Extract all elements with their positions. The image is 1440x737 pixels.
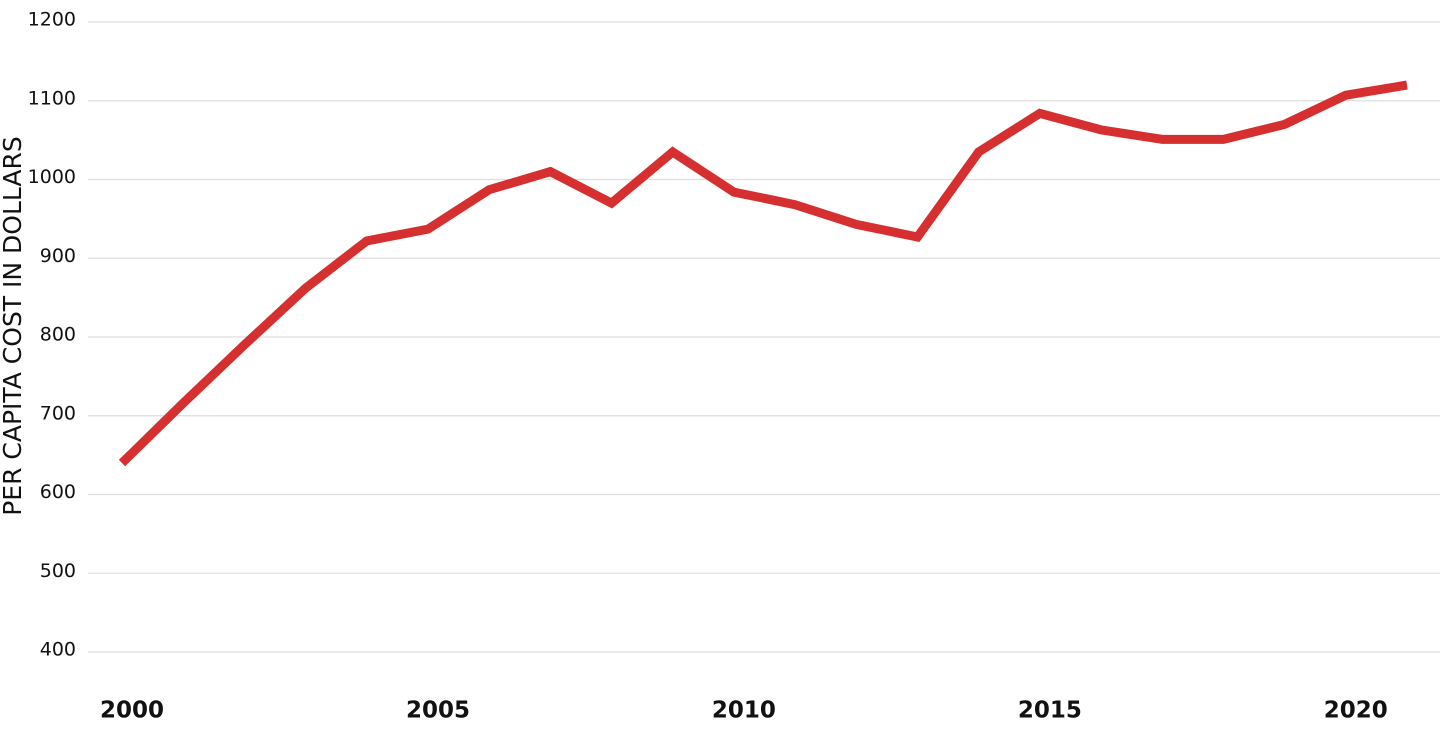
- y-tick-label: 800: [40, 324, 76, 346]
- y-tick-label: 600: [40, 481, 76, 503]
- y-tick-label: 700: [40, 402, 76, 424]
- y-tick-label: 900: [40, 245, 76, 267]
- x-tick-label: 2005: [406, 698, 470, 724]
- x-tick-label: 2000: [100, 698, 164, 724]
- x-tick-label: 2010: [712, 698, 776, 724]
- y-tick-label: 1200: [28, 9, 76, 31]
- data-line: [118, 80, 1408, 467]
- x-tick-label: 2015: [1018, 698, 1082, 724]
- x-tick-label: 2020: [1324, 698, 1388, 724]
- y-tick-label: 1100: [28, 87, 76, 109]
- y-tick-label: 1000: [28, 166, 76, 188]
- y-tick-label: 500: [40, 560, 76, 582]
- y-tick-label: 400: [40, 639, 76, 661]
- y-axis-label: PER CAPITA COST IN DOLLARS: [0, 136, 27, 516]
